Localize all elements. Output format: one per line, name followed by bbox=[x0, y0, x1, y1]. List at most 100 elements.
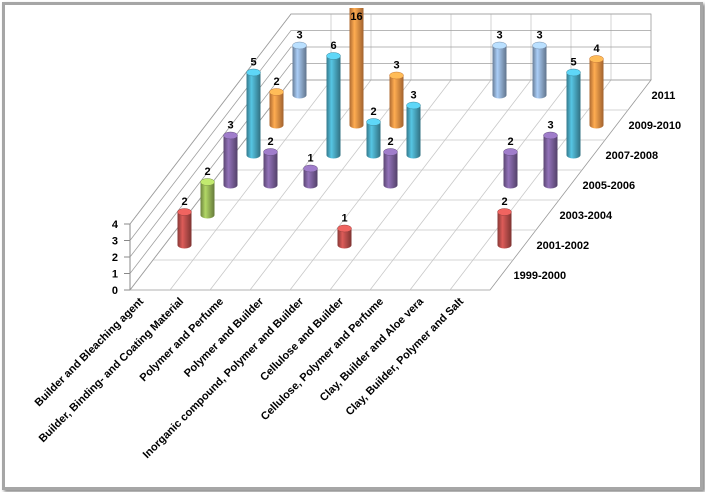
floor-line bbox=[209, 79, 372, 291]
value-label: 16 bbox=[350, 11, 362, 23]
series-label: 2001-2002 bbox=[537, 240, 590, 252]
bar bbox=[503, 148, 518, 189]
bar-top bbox=[337, 224, 352, 233]
value-label: 3 bbox=[536, 30, 542, 42]
bar-top bbox=[177, 208, 192, 216]
value-label: 3 bbox=[410, 90, 416, 102]
grid-line bbox=[129, 46, 651, 258]
value-label: 3 bbox=[393, 60, 399, 72]
series-label: 2009-2010 bbox=[629, 120, 682, 132]
bar-body bbox=[366, 122, 381, 159]
value-label: 2 bbox=[507, 136, 513, 148]
y-tick-label: 0 bbox=[112, 285, 118, 297]
series-label: 2003-2004 bbox=[560, 210, 613, 222]
bar-top bbox=[503, 148, 518, 156]
value-label: 2 bbox=[501, 196, 507, 208]
floor-line bbox=[289, 79, 452, 291]
y-tick-label: 2 bbox=[112, 252, 118, 264]
bar-top bbox=[303, 164, 318, 173]
value-label: 6 bbox=[330, 40, 336, 52]
bar bbox=[349, 8, 364, 129]
bar bbox=[589, 55, 604, 129]
bar bbox=[223, 131, 238, 189]
bar bbox=[532, 41, 547, 99]
bar-body bbox=[269, 92, 284, 129]
bar bbox=[200, 178, 215, 219]
bar-top bbox=[326, 52, 341, 60]
bar-body bbox=[543, 135, 558, 189]
bar bbox=[177, 208, 192, 249]
bar-body bbox=[326, 56, 341, 159]
bar-body bbox=[303, 168, 318, 189]
bar-body bbox=[337, 228, 352, 249]
bar-top bbox=[269, 88, 284, 96]
bar bbox=[246, 68, 261, 159]
bar bbox=[497, 208, 512, 249]
bar-top bbox=[263, 148, 278, 156]
bar-top bbox=[497, 208, 512, 216]
bar-body bbox=[532, 45, 547, 99]
bar bbox=[303, 164, 318, 189]
bar bbox=[292, 41, 307, 99]
bar bbox=[389, 71, 404, 129]
value-label: 2 bbox=[370, 106, 376, 118]
bar bbox=[326, 52, 341, 159]
bar-top bbox=[543, 131, 558, 140]
value-label: 5 bbox=[570, 57, 576, 69]
x-tick-label: Polymer and Builder bbox=[182, 295, 267, 380]
value-label: 3 bbox=[296, 30, 302, 42]
value-label: 1 bbox=[307, 153, 313, 165]
grid-line bbox=[129, 63, 651, 274]
value-label: 5 bbox=[250, 57, 256, 69]
bar bbox=[366, 118, 381, 159]
series-label: 1999-2000 bbox=[514, 270, 567, 282]
x-tick-label: Builder, Binding- and Coating Material bbox=[37, 296, 186, 445]
bar-body bbox=[177, 212, 192, 249]
bar-body bbox=[497, 212, 512, 249]
bar-top bbox=[383, 148, 398, 156]
floor-line bbox=[169, 79, 332, 291]
y-tick-label: 4 bbox=[112, 219, 119, 231]
grid-line bbox=[129, 13, 651, 225]
bar-top bbox=[406, 101, 421, 110]
series-label: 2007-2008 bbox=[606, 150, 659, 162]
value-label: 2 bbox=[267, 136, 273, 148]
value-label: 3 bbox=[227, 120, 233, 132]
bar-body bbox=[292, 45, 307, 99]
bar-body bbox=[503, 152, 518, 189]
bar-top bbox=[566, 68, 581, 77]
value-label: 2 bbox=[387, 136, 393, 148]
value-label: 1 bbox=[341, 213, 347, 225]
bar-top bbox=[200, 178, 215, 186]
floor-line bbox=[409, 79, 572, 291]
bar bbox=[566, 68, 581, 159]
series-label: 2011 bbox=[652, 90, 676, 102]
floor-line bbox=[249, 79, 412, 291]
grid-line bbox=[129, 30, 651, 241]
bar bbox=[263, 148, 278, 189]
value-label: 2 bbox=[181, 196, 187, 208]
y-tick-label: 3 bbox=[112, 236, 118, 248]
bar bbox=[543, 131, 558, 189]
bar bbox=[383, 148, 398, 189]
value-label: 4 bbox=[593, 43, 600, 55]
value-label: 2 bbox=[204, 166, 210, 178]
bar bbox=[492, 41, 507, 99]
bar bbox=[406, 101, 421, 159]
bar-top bbox=[492, 41, 507, 50]
bar bbox=[269, 88, 284, 129]
bar-body bbox=[223, 135, 238, 189]
floor-line bbox=[329, 79, 492, 291]
bar-body bbox=[263, 152, 278, 189]
series-label: 2005-2006 bbox=[583, 180, 636, 192]
value-label: 3 bbox=[496, 30, 502, 42]
bar-body bbox=[349, 8, 364, 129]
bar-top bbox=[223, 131, 238, 140]
bar bbox=[337, 224, 352, 249]
bar-body bbox=[383, 152, 398, 189]
floor-line bbox=[369, 79, 532, 291]
bar-top bbox=[292, 41, 307, 50]
bar-top bbox=[389, 71, 404, 80]
